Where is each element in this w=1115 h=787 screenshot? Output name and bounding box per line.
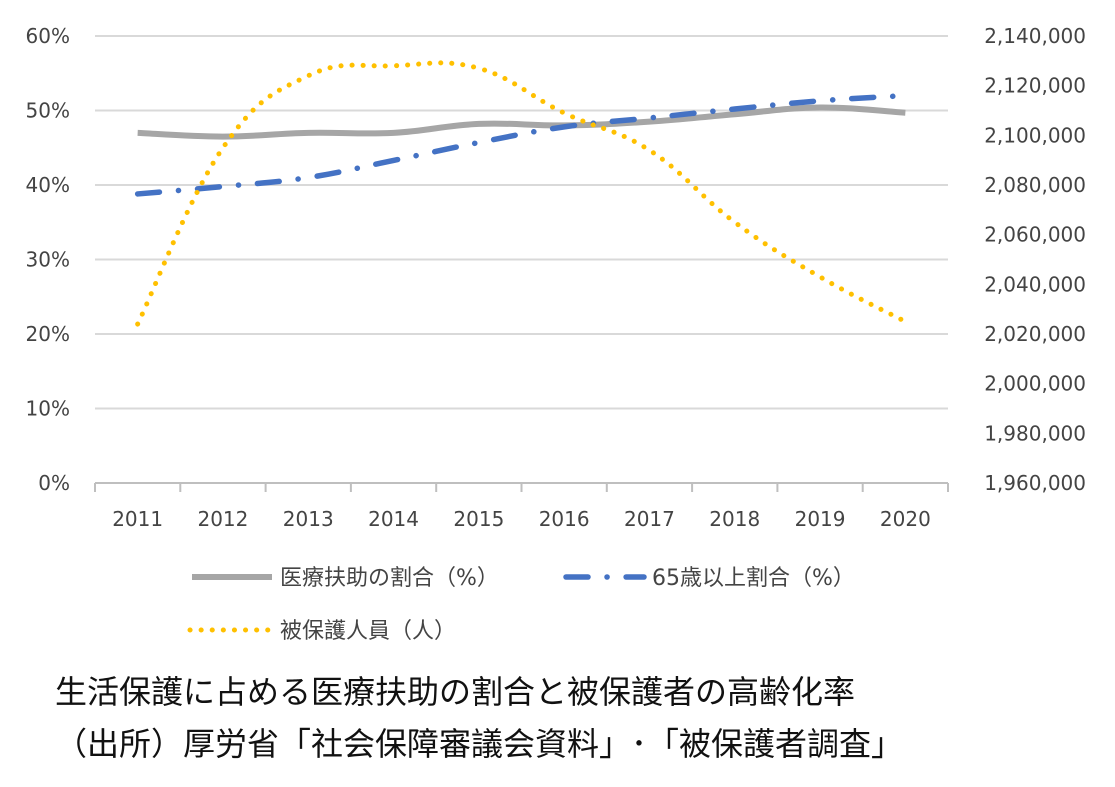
x-tick-label: 2011 [112,507,163,531]
y-right-tick-label: 2,140,000 [984,24,1086,48]
gridlines [95,35,948,410]
chart-caption-title: 生活保護に占める医療扶助の割合と被保護者の高齢化率 [55,673,856,711]
left-y-axis-ticks: 0% 10% 20% 30% 40% 50% 60% [26,24,70,495]
y-left-tick-label: 40% [26,173,70,197]
y-right-tick-label: 1,980,000 [984,421,1086,445]
x-tick-label: 2020 [880,507,931,531]
y-right-tick-label: 1,960,000 [984,471,1086,495]
y-left-tick-label: 30% [26,248,70,272]
y-right-tick-label: 2,020,000 [984,322,1086,346]
x-axis-ticks: 2011 2012 2013 2014 2015 2016 2017 2018 2019 2020 [112,507,931,531]
series-line [134,92,909,197]
y-right-tick-label: 2,100,000 [984,123,1086,147]
right-y-axis-ticks: 1,960,000 1,980,000 2,000,000 2,020,000 2,04… [984,24,1086,495]
series-lines [134,60,909,327]
legend-label: 65歳以上割合（%） [652,566,855,591]
y-left-tick-label: 60% [26,24,70,48]
x-tick-label: 2016 [539,507,590,531]
legend-label: 医療扶助の割合（%） [280,566,499,591]
y-right-tick-label: 2,080,000 [984,173,1086,197]
y-left-tick-label: 0% [38,471,70,495]
y-right-tick-label: 2,000,000 [984,372,1086,396]
x-axis [94,482,949,492]
y-right-tick-label: 2,060,000 [984,223,1086,247]
legend-label: 被保護人員（人） [280,619,456,644]
y-right-tick-label: 2,120,000 [984,74,1086,98]
x-tick-label: 2019 [795,507,846,531]
legend: 医療扶助の割合（%） 65歳以上割合（%） 被保護人員（人） [187,566,855,644]
y-right-tick-label: 2,040,000 [984,272,1086,296]
x-tick-label: 2013 [283,507,334,531]
chart: 0% 10% 20% 30% 40% 50% 60% 1,960,000 1,980,000 2… [26,24,1086,644]
series-line [137,104,906,140]
x-tick-label: 2012 [197,507,248,531]
x-tick-label: 2018 [709,507,760,531]
y-left-tick-label: 20% [26,322,70,346]
x-tick-label: 2017 [624,507,675,531]
x-tick-label: 2014 [368,507,419,531]
series-line [135,60,908,327]
y-left-tick-label: 10% [26,397,70,421]
x-tick-label: 2015 [453,507,504,531]
y-left-tick-label: 50% [26,99,70,123]
chart-caption-source: （出所）厚労省「社会保障審議会資料」･「被保護者調査」 [55,725,904,763]
